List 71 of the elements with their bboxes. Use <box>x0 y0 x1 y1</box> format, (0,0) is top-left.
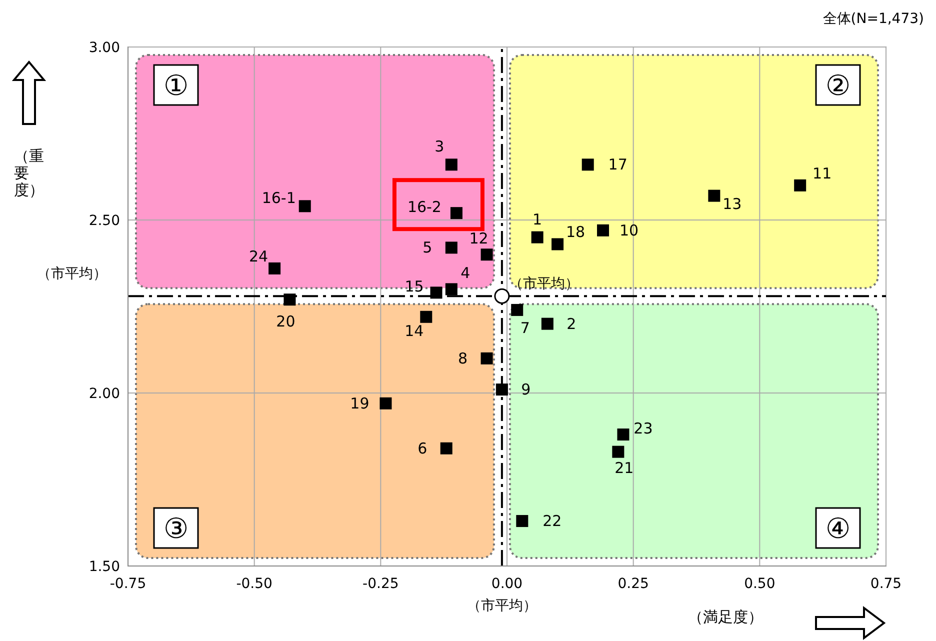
annotation: 7 <box>520 318 530 337</box>
y-tick-label: 2.50 <box>88 212 120 229</box>
point <box>440 442 452 454</box>
x-tick-label: 0.00 <box>491 576 523 592</box>
annotation: ② <box>825 69 851 102</box>
annotation: ④ <box>825 512 851 545</box>
point <box>617 428 630 441</box>
point <box>445 283 458 296</box>
point <box>612 446 624 458</box>
x-tick-label: 0.75 <box>870 576 902 592</box>
y-tick-label: 2.00 <box>88 386 120 402</box>
point <box>445 242 458 254</box>
point <box>496 384 508 396</box>
x-tick-label: -0.25 <box>362 576 399 592</box>
x-tick-label: 0.25 <box>618 576 649 592</box>
point <box>531 231 544 244</box>
chart-title: 全体(N=1,473) <box>822 10 924 28</box>
x-tick-label: 0.50 <box>744 576 776 592</box>
point <box>480 248 493 261</box>
annotation: 13 <box>722 194 742 213</box>
ref-line-label: （市平均） <box>37 266 107 282</box>
annotation: 10 <box>619 221 639 240</box>
point <box>480 352 493 364</box>
annotation: 4 <box>460 264 470 282</box>
x-tick-label: -0.50 <box>236 576 272 592</box>
annotation: 24 <box>249 247 268 266</box>
point <box>541 318 554 330</box>
point <box>552 238 564 250</box>
point <box>708 190 720 202</box>
point <box>380 397 392 410</box>
annotation: 16-2 <box>407 198 442 216</box>
annotation: 1 <box>532 210 542 228</box>
point <box>284 294 296 306</box>
y-tick-label: 1.50 <box>88 558 120 575</box>
annotation: 9 <box>521 380 531 399</box>
y-tick-label: 3.00 <box>88 40 120 56</box>
ref-line-label: （市平均） <box>466 598 537 614</box>
point <box>445 158 458 171</box>
annotation: 18 <box>566 223 586 242</box>
annotation: 2 <box>566 314 576 333</box>
annotation: 14 <box>404 322 424 340</box>
annotation: 11 <box>812 164 832 182</box>
y-axis-title: （重要度） <box>14 147 44 199</box>
annotation: 3 <box>434 138 444 156</box>
point <box>516 515 528 528</box>
annotation: ① <box>163 69 189 102</box>
annotation: 19 <box>350 394 370 412</box>
annotation: 15 <box>404 278 424 296</box>
annotation: 12 <box>469 230 488 248</box>
point <box>511 304 524 316</box>
annotation: 21 <box>614 458 634 477</box>
x-tick-label: -0.75 <box>110 576 146 592</box>
point <box>582 158 594 171</box>
annotation: 5 <box>422 238 432 257</box>
x-axis-title: （満足度） <box>688 608 763 627</box>
point <box>420 310 432 323</box>
point <box>597 224 610 236</box>
annotation: ③ <box>163 512 189 545</box>
annotation: 22 <box>542 512 562 530</box>
annotation: 16-1 <box>262 189 296 208</box>
annotation: 8 <box>458 349 468 368</box>
annotation: 6 <box>418 439 428 458</box>
point <box>450 207 462 220</box>
annotation: 17 <box>608 156 628 174</box>
point <box>268 262 281 274</box>
annotation: 20 <box>276 312 296 331</box>
point <box>794 179 806 192</box>
point <box>298 200 311 212</box>
annotation: （市平均） <box>508 276 579 292</box>
annotation: 23 <box>634 420 653 438</box>
point <box>430 286 442 299</box>
